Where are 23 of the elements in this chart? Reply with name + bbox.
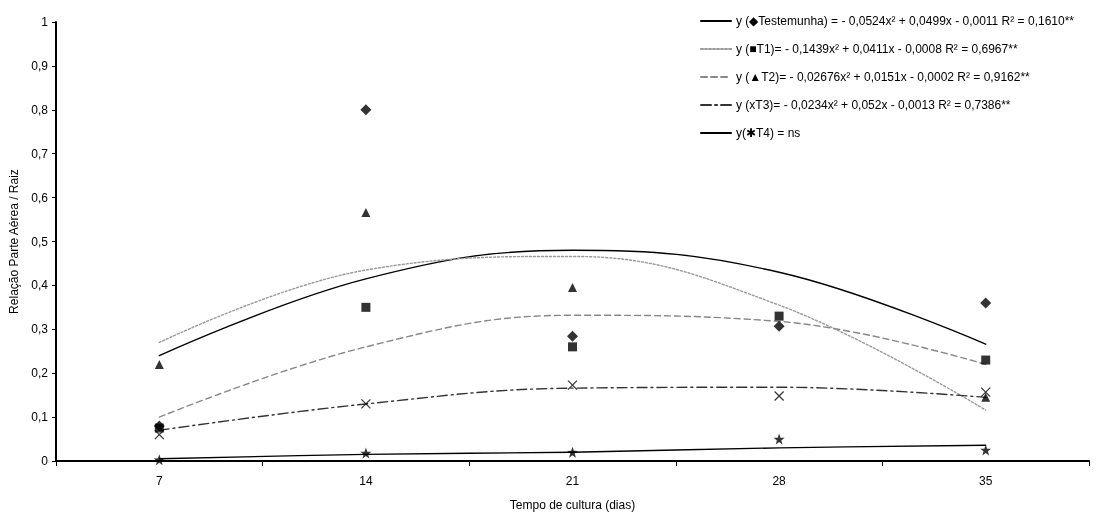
y-tick-label: 0,2 xyxy=(31,366,49,381)
y-tick-label: 0,1 xyxy=(31,410,49,425)
y-tick-label: 0,8 xyxy=(31,102,49,117)
x-tick-label: 28 xyxy=(772,474,787,488)
x-tick-label: 14 xyxy=(359,474,373,488)
y-tick-label: 0,6 xyxy=(31,190,49,205)
x-axis-title: Tempo de cultura (dias) xyxy=(509,498,636,512)
y-tick-label: 1 xyxy=(41,15,49,29)
y-tick-label: 0,5 xyxy=(31,234,49,249)
legend-label: y (◆Testemunha) = - 0,0524x² + 0,0499x - 0,0011 R² = 0,1610** xyxy=(736,14,1075,28)
y-axis-title: Relação Parte Aérea / Raiz xyxy=(7,169,21,314)
y-tick-label: 0 xyxy=(41,454,49,468)
x-tick-label: 21 xyxy=(565,474,580,488)
y-tick-label: 0,7 xyxy=(31,146,49,161)
legend-label: y (■T1)= - 0,1439x² + 0,0411x - 0,0008 R² = 0,6967** xyxy=(736,42,1018,56)
y-tick-label: 0,9 xyxy=(31,58,49,73)
legend-label: y (xT3)= - 0,0234x² + 0,052x - 0,0013 R² = 0,7386** xyxy=(736,98,1011,112)
legend-label: y (▲T2)= - 0,02676x² + 0,0151x - 0,0002 R² = 0,9162** xyxy=(736,70,1031,84)
legend-label: y(✱T4) = ns xyxy=(736,126,801,140)
y-tick-label: 0,3 xyxy=(31,322,49,337)
x-tick-label: 7 xyxy=(155,474,163,488)
y-tick-label: 0,4 xyxy=(31,278,49,293)
x-tick-label: 35 xyxy=(979,474,993,488)
